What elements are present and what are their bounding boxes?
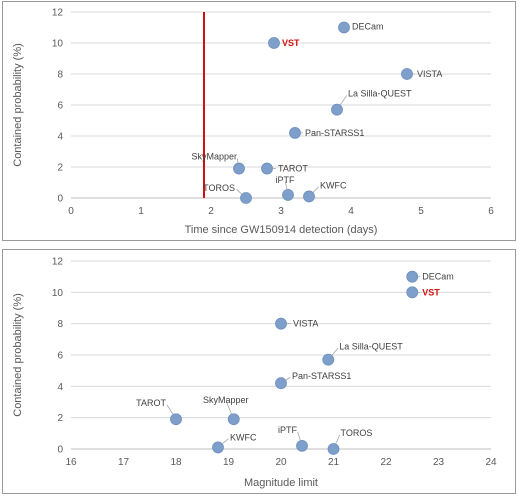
data-point-skymapper xyxy=(227,413,240,426)
data-point-pan-starss1 xyxy=(289,126,301,139)
y-tick-label: 2 xyxy=(57,163,63,174)
x-tick-label: 23 xyxy=(433,457,445,468)
data-point-toros xyxy=(240,192,252,204)
point-leader-line xyxy=(236,189,242,195)
y-tick-label: 8 xyxy=(57,319,63,330)
x-tick-label: 5 xyxy=(418,206,424,217)
data-point-la-silla-quest xyxy=(331,103,343,116)
chart-panel-magnitude: 0 2 4 6 8 10 12 16 17 18 19 20 21 22 23 24 Magnitude lim… xyxy=(2,249,516,494)
point-label: SkyMapper xyxy=(203,395,249,405)
point-label: iPTF xyxy=(278,425,298,435)
data-point-vista xyxy=(275,317,287,330)
point-leader-line xyxy=(285,376,291,381)
point-leader-line xyxy=(331,347,339,356)
y-tick-label: 6 xyxy=(57,101,63,112)
data-point-la-silla-quest xyxy=(322,353,335,366)
y-tick-label: 4 xyxy=(57,132,63,143)
y-tick-label: 0 xyxy=(57,194,63,205)
point-leader-line xyxy=(226,401,232,414)
point-label: TOROS xyxy=(341,428,373,438)
x-tick-label: 0 xyxy=(68,206,74,217)
point-label: VISTA xyxy=(293,319,318,329)
y-tick-label: 12 xyxy=(52,8,64,19)
point-label: La Silla-QUEST xyxy=(339,342,403,352)
x-tick-label: 6 xyxy=(488,206,494,217)
y-tick-label: 8 xyxy=(57,70,63,81)
y-tick-label: 12 xyxy=(52,257,64,268)
point-leader-line xyxy=(236,158,239,163)
x-tick-label: 16 xyxy=(65,457,77,468)
point-label: TOROS xyxy=(203,183,235,193)
data-point-iptf xyxy=(282,188,294,201)
point-leader-line xyxy=(166,404,174,415)
data-point-vista xyxy=(401,68,413,80)
point-leader-line xyxy=(297,431,301,441)
point-label: La Silla-QUEST xyxy=(348,89,412,99)
point-label: DECam xyxy=(352,22,384,32)
data-point-vst xyxy=(268,37,280,49)
y-axis-label: Contained probability (%) xyxy=(12,43,24,167)
data-point-kwfc xyxy=(212,441,224,454)
point-label: TAROT xyxy=(136,398,166,408)
x-tick-label: 3 xyxy=(278,206,284,217)
x-tick-label: 22 xyxy=(380,457,392,468)
point-label: KWFC xyxy=(320,180,347,190)
data-point-tarot xyxy=(261,162,273,175)
point-label: VST xyxy=(282,38,300,48)
point-leader-line xyxy=(285,181,288,190)
point-label: SkyMapper xyxy=(191,152,237,162)
data-point-decam xyxy=(338,21,350,34)
x-tick-label: 1 xyxy=(138,206,144,217)
point-label: TAROT xyxy=(278,164,308,174)
point-label: DECam xyxy=(422,272,454,282)
point-label: VISTA xyxy=(417,69,442,79)
y-tick-label: 0 xyxy=(57,445,63,456)
y-tick-label: 6 xyxy=(57,351,63,362)
point-label: Pan-STARSS1 xyxy=(305,128,364,138)
x-axis-label: Magnitude limit xyxy=(244,477,318,489)
y-tick-label: 2 xyxy=(57,413,63,424)
point-label: KWFC xyxy=(230,432,257,442)
x-tick-label: 24 xyxy=(485,457,497,468)
data-point-vst xyxy=(406,286,419,299)
x-tick-label: 2 xyxy=(208,206,214,217)
data-point-pan-starss1 xyxy=(275,377,287,390)
data-point-skymapper xyxy=(233,162,245,175)
x-tick-label: 17 xyxy=(118,457,130,468)
y-tick-label: 10 xyxy=(52,288,64,299)
point-leader-line xyxy=(340,95,348,105)
point-label: VST xyxy=(422,287,440,297)
x-tick-label: 18 xyxy=(170,457,182,468)
data-point-decam xyxy=(406,270,419,283)
data-point-toros xyxy=(327,443,340,455)
point-leader-line xyxy=(222,438,229,444)
data-point-tarot xyxy=(170,413,182,426)
x-tick-label: 21 xyxy=(328,457,340,468)
x-tick-label: 20 xyxy=(275,457,287,468)
point-leader-line xyxy=(335,434,341,444)
y-tick-label: 10 xyxy=(52,39,64,50)
x-tick-label: 19 xyxy=(223,457,235,468)
chart-panel-time: 0 2 4 6 8 10 12 0 1 2 3 4 5 6 Time since GW150914 dete… xyxy=(2,1,516,241)
y-axis-label: Contained probability (%) xyxy=(12,293,24,417)
point-label: Pan-STARSS1 xyxy=(292,371,351,381)
data-point-kwfc xyxy=(303,190,315,203)
y-tick-label: 4 xyxy=(57,382,63,393)
x-axis-label: Time since GW150914 detection (days) xyxy=(185,224,378,236)
point-leader-line xyxy=(312,186,319,193)
x-tick-label: 4 xyxy=(348,206,354,217)
data-point-iptf xyxy=(296,439,308,452)
point-label: iPTF xyxy=(276,175,296,185)
